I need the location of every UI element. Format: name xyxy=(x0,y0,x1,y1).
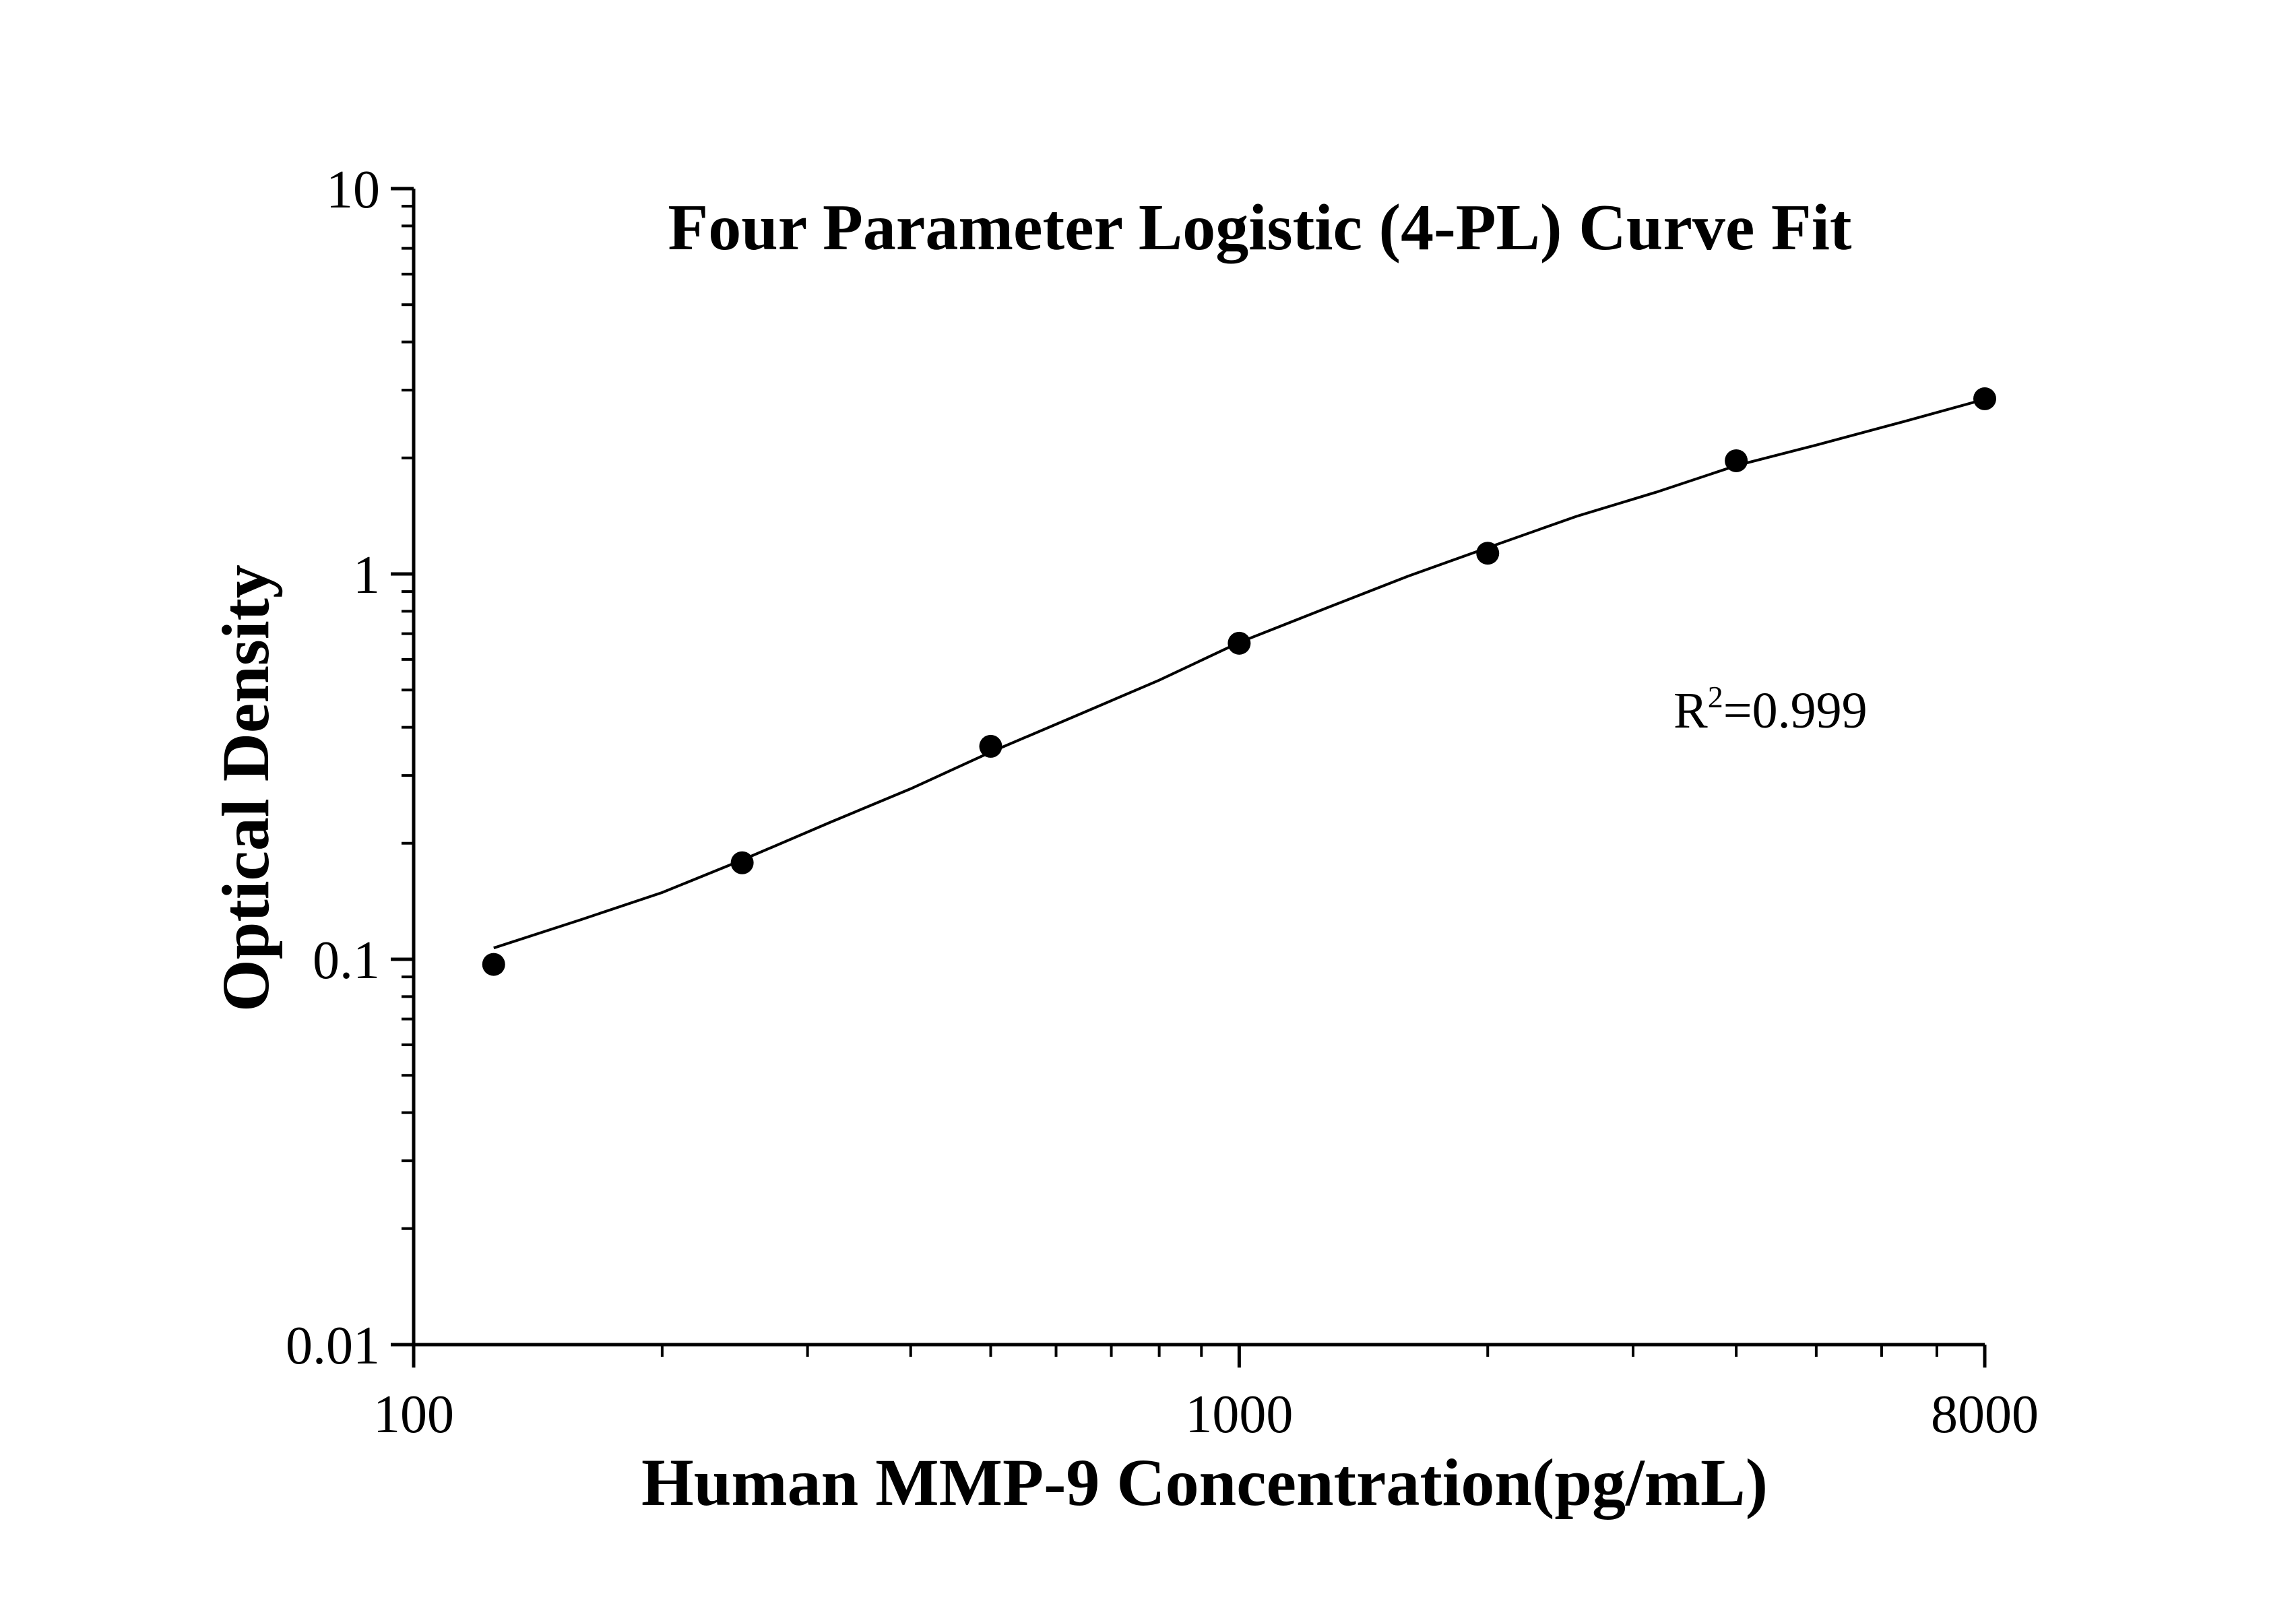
r-squared-prefix: R xyxy=(1673,682,1708,739)
y-tick-label: 0.1 xyxy=(313,931,380,990)
axes xyxy=(412,189,1985,1347)
x-axis-label: Human MMP-9 Concentration(pg/mL) xyxy=(641,1445,1768,1520)
data-point xyxy=(730,851,754,874)
data-point xyxy=(1725,449,1748,472)
data-points xyxy=(482,387,1996,976)
data-point xyxy=(1973,387,1996,410)
data-point xyxy=(1227,631,1251,655)
r-squared-superscript: 2 xyxy=(1708,680,1723,714)
x-tick-label: 1000 xyxy=(1185,1385,1293,1444)
y-tick-label: 0.01 xyxy=(286,1316,380,1376)
tick-labels: 0.01 0.1 1 10 100 1000 8000 xyxy=(286,160,2039,1444)
ticks xyxy=(391,187,1987,1368)
data-point xyxy=(979,734,1002,758)
y-axis-label: Optical Density xyxy=(208,565,283,1012)
r-squared-annotation: R2=0.999 xyxy=(1673,680,1868,739)
y-tick-label: 10 xyxy=(326,160,380,220)
chart-title: Four Parameter Logistic (4-PL) Curve Fit xyxy=(668,191,1852,264)
x-tick-label: 100 xyxy=(373,1385,454,1444)
r-squared-value: =0.999 xyxy=(1723,682,1868,739)
data-point xyxy=(1476,542,1500,565)
data-point xyxy=(482,953,505,976)
x-tick-label: 8000 xyxy=(1931,1385,2039,1444)
y-tick-label: 1 xyxy=(353,546,380,605)
